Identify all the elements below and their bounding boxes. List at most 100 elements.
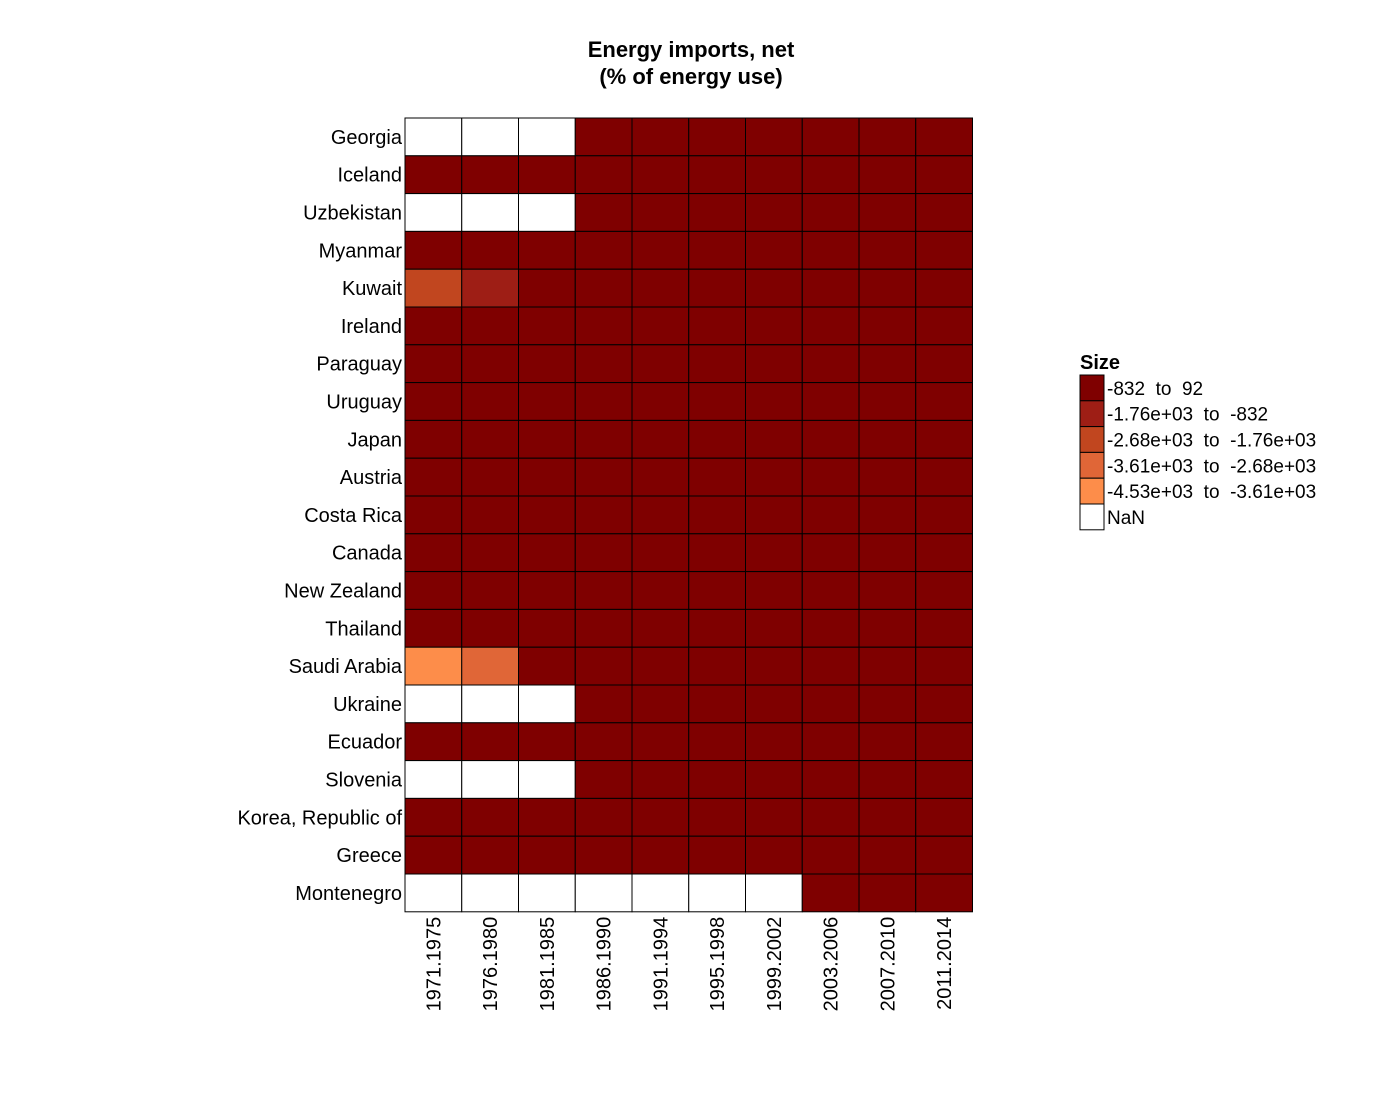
heatmap-cell — [404, 193, 463, 232]
legend-swatch — [1079, 374, 1105, 402]
heatmap-cell — [574, 797, 633, 837]
heatmap-cell — [858, 155, 917, 195]
heatmap-cell — [915, 797, 973, 837]
heatmap-cell — [631, 419, 690, 459]
heatmap-cell — [745, 571, 803, 610]
heatmap-cell — [404, 760, 463, 799]
column-label: 1971.1975 — [423, 917, 445, 1012]
column-label: 1986.1990 — [594, 917, 616, 1012]
heatmap-cell — [631, 457, 690, 497]
heatmap-cell — [518, 533, 576, 573]
heatmap-cell — [745, 495, 803, 535]
heatmap-cell — [404, 268, 463, 308]
heatmap-cell — [858, 533, 917, 573]
heatmap-cell — [518, 419, 576, 459]
heatmap-cell — [915, 382, 973, 421]
heatmap-cell — [461, 306, 519, 346]
heatmap-cell — [631, 722, 690, 762]
heatmap-cell — [574, 230, 633, 270]
heatmap-cell — [404, 873, 463, 913]
heatmap-cell — [518, 722, 576, 762]
chart-title: Energy imports, net(% of energy use) — [588, 37, 795, 89]
heatmap-cell — [688, 193, 746, 232]
heatmap-cell — [518, 873, 576, 913]
heatmap-cell — [745, 873, 803, 913]
heatmap-cell — [801, 608, 860, 648]
heatmap-cell — [404, 797, 463, 837]
heatmap-cell — [858, 117, 917, 157]
heatmap-cell — [801, 646, 860, 686]
heatmap-cell — [915, 684, 973, 724]
heatmap-cell — [745, 684, 803, 724]
heatmap-cell — [915, 608, 973, 648]
heatmap-cell — [858, 571, 917, 610]
legend-label: -3.61e+03 to -2.68e+03 — [1107, 456, 1316, 477]
heatmap-cell — [801, 268, 860, 308]
heatmap-cell — [461, 533, 519, 573]
heatmap-cell — [801, 797, 860, 837]
heatmap-cell — [574, 835, 633, 875]
heatmap-cell — [801, 873, 860, 913]
row-label: Korea, Republic of — [237, 807, 402, 829]
heatmap-cell — [404, 571, 463, 610]
heatmap-cell — [631, 760, 690, 799]
heatmap-cell — [688, 344, 746, 384]
row-label: Saudi Arabia — [289, 656, 403, 678]
heatmap-cell — [518, 382, 576, 421]
heatmap-cell — [745, 419, 803, 459]
heatmap-cell — [574, 344, 633, 384]
heatmap-cell — [745, 797, 803, 837]
heatmap-cell — [574, 571, 633, 610]
column-label: 2011.2014 — [934, 917, 956, 1010]
heatmap-cell — [631, 835, 690, 875]
heatmap-cell — [688, 419, 746, 459]
row-label: Japan — [348, 429, 403, 451]
row-label: Slovenia — [325, 770, 403, 792]
column-label: 1991.1994 — [650, 917, 672, 1012]
heatmap-cell — [745, 117, 803, 157]
heatmap-cell — [801, 344, 860, 384]
heatmap-cell — [858, 646, 917, 686]
heatmap-cell — [461, 193, 519, 232]
heatmap-cell — [858, 684, 917, 724]
heatmap-cell — [858, 344, 917, 384]
heatmap-cell — [574, 533, 633, 573]
heatmap-cell — [518, 571, 576, 610]
row-label: Uzbekistan — [303, 203, 402, 225]
heatmap-cell — [518, 230, 576, 270]
heatmap-cell — [801, 760, 860, 799]
column-label: 2003.2006 — [821, 917, 843, 1012]
column-label: 2007.2010 — [877, 917, 899, 1012]
heatmap-cell — [801, 382, 860, 421]
heatmap-cell — [858, 495, 917, 535]
heatmap-cell — [858, 797, 917, 837]
heatmap-cell — [688, 230, 746, 270]
heatmap-cell — [631, 533, 690, 573]
heatmap-cell — [404, 230, 463, 270]
heatmap-cell — [858, 193, 917, 232]
heatmap-cell — [404, 495, 463, 535]
legend-swatch — [1079, 477, 1105, 505]
heatmap-cells — [404, 117, 973, 913]
column-labels: 1971.1975 1976.1980 1981.1985 1986.1990 1991… — [423, 917, 956, 1012]
heatmap-cell — [688, 382, 746, 421]
heatmap-cell — [631, 230, 690, 270]
heatmap-cell — [631, 571, 690, 610]
legend-swatch — [1079, 451, 1105, 479]
heatmap-cell — [461, 155, 519, 195]
heatmap-cell — [688, 797, 746, 837]
heatmap-cell — [858, 873, 917, 913]
heatmap-cell — [518, 155, 576, 195]
heatmap-cell — [915, 306, 973, 346]
heatmap-cell — [461, 117, 519, 157]
heatmap-cell — [404, 382, 463, 421]
heatmap-cell — [915, 457, 973, 497]
row-label: Montenegro — [295, 883, 402, 905]
heatmap-cell — [518, 760, 576, 799]
heatmap-cell — [745, 306, 803, 346]
heatmap-cell — [404, 155, 463, 195]
heatmap-cell — [461, 230, 519, 270]
heatmap-cell — [858, 457, 917, 497]
heatmap-cell — [801, 230, 860, 270]
